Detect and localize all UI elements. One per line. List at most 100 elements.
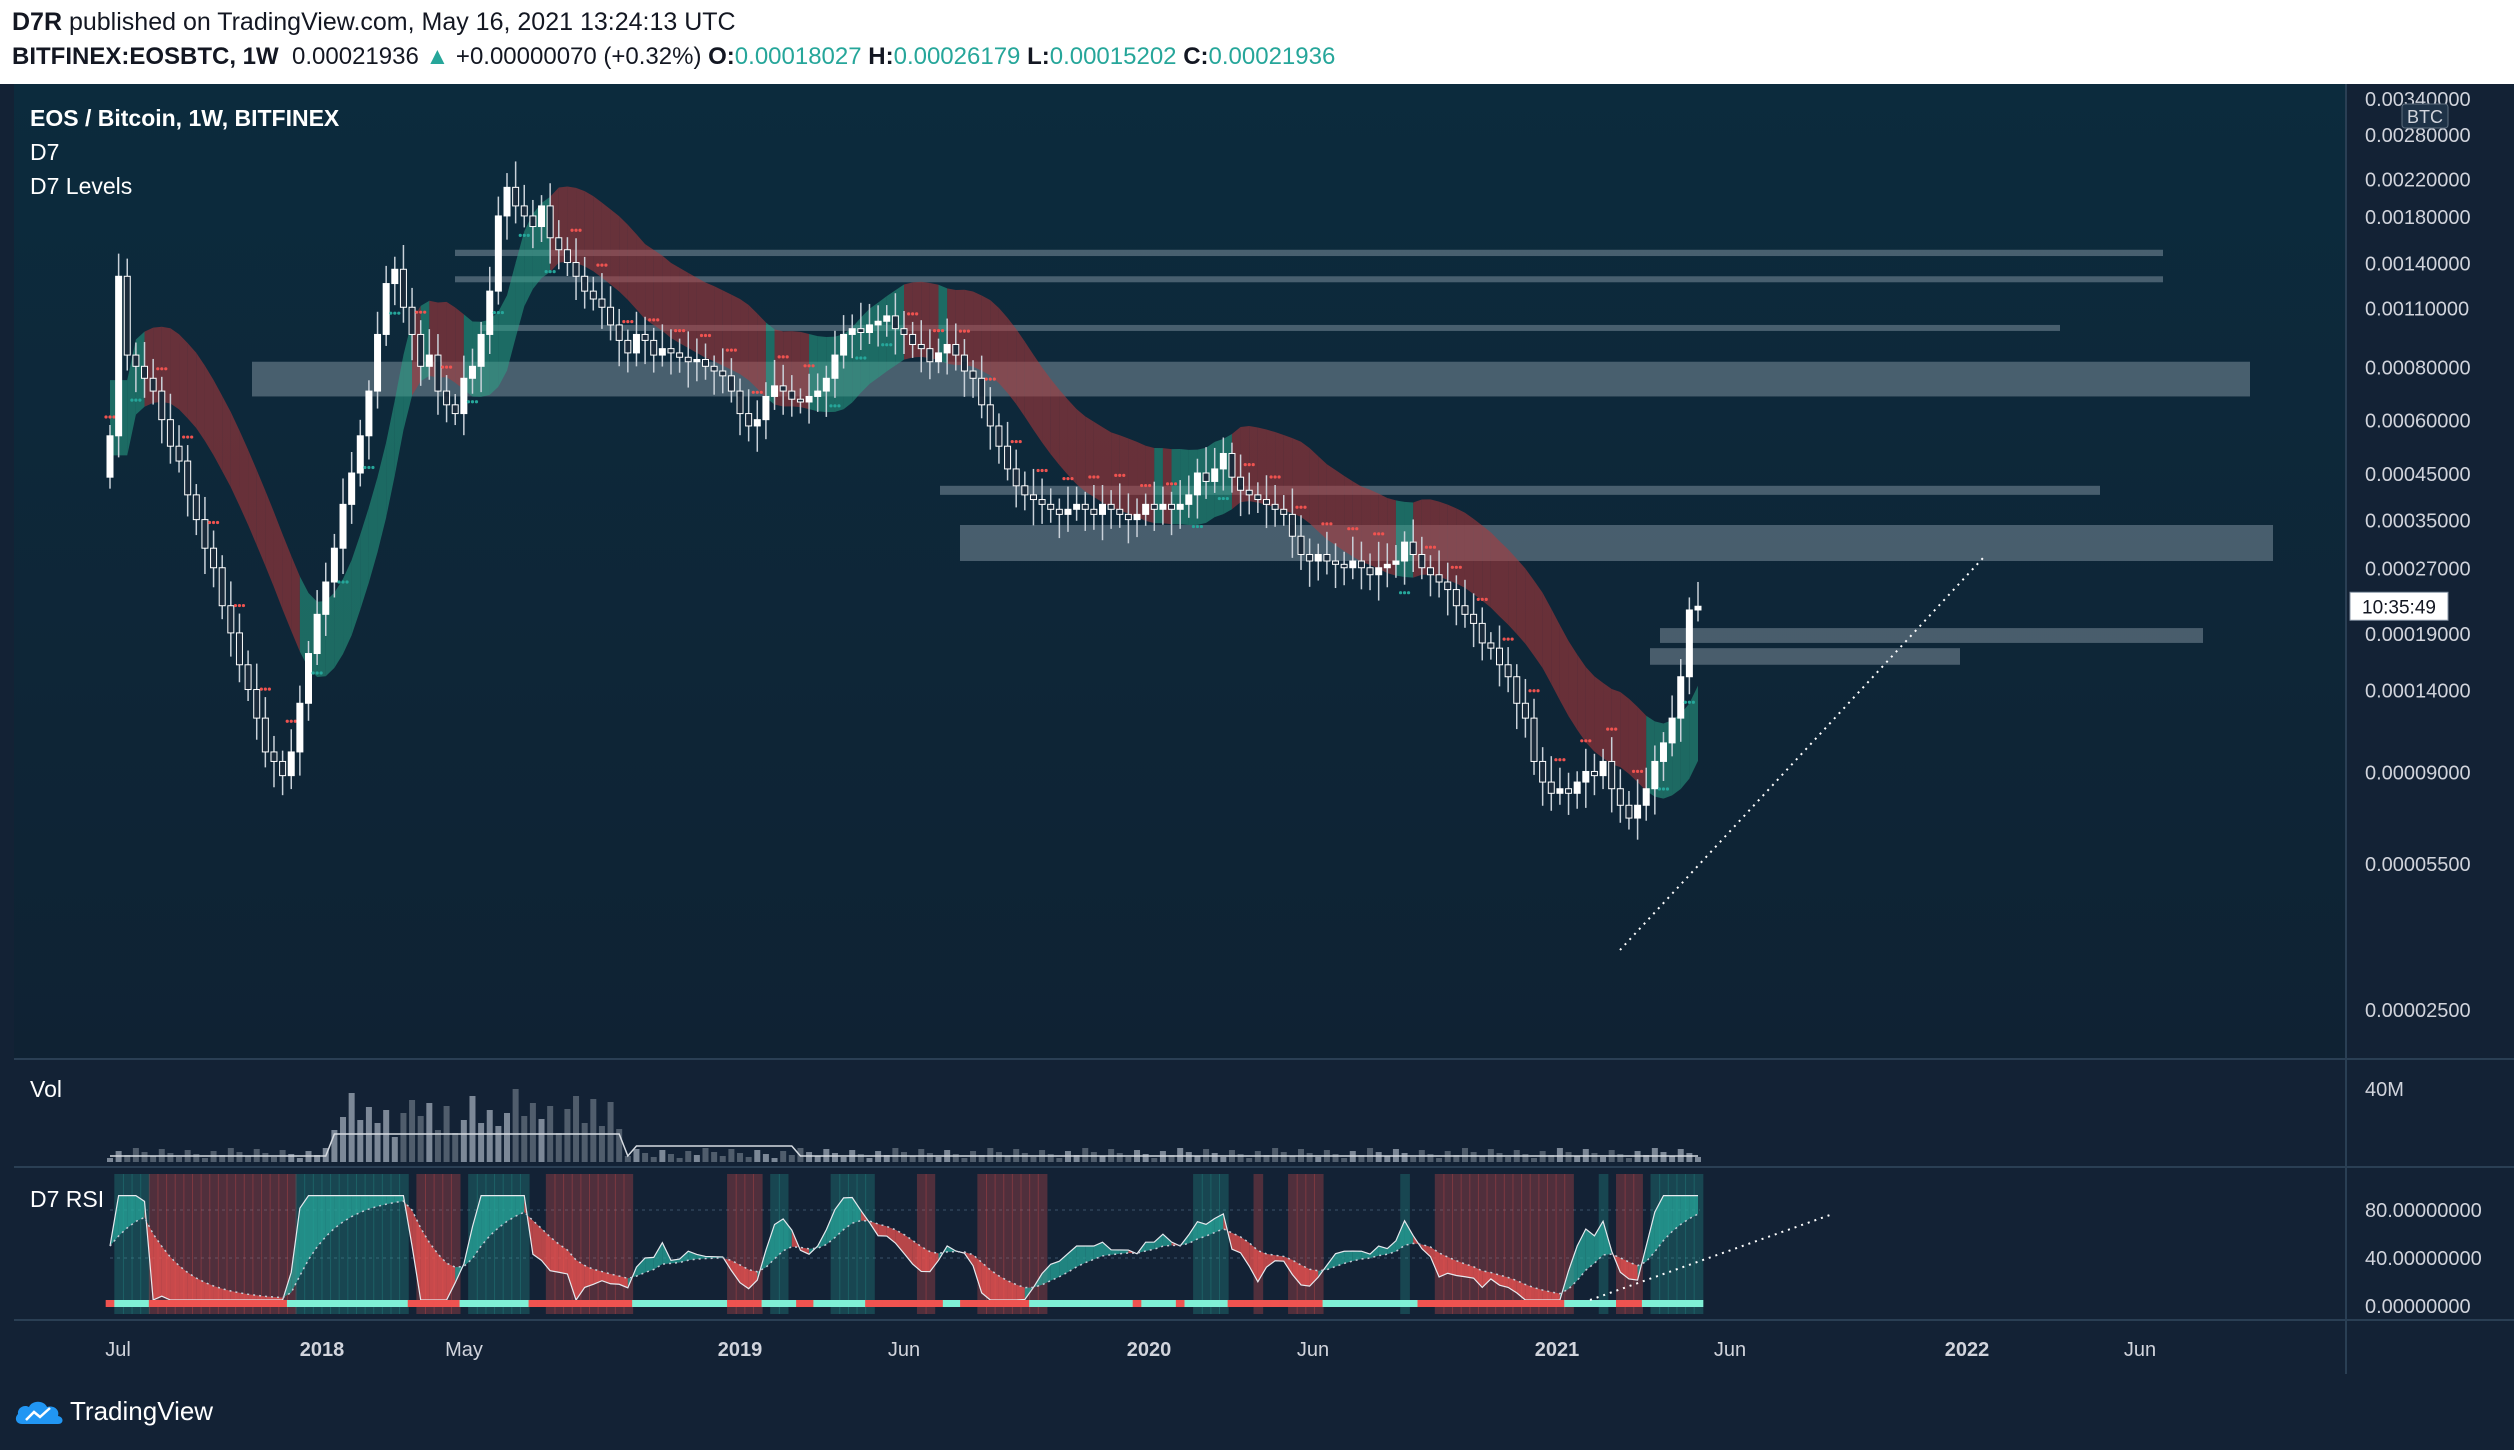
- candle[interactable]: [235, 613, 243, 683]
- candle[interactable]: [693, 338, 701, 382]
- candle[interactable]: [1625, 791, 1633, 830]
- candle[interactable]: [676, 338, 684, 373]
- chart-title[interactable]: EOS / Bitcoin, 1W, BITFINEX: [30, 105, 340, 131]
- candle[interactable]: [451, 394, 459, 426]
- candle[interactable]: [1616, 769, 1624, 823]
- level-band[interactable]: [1660, 628, 2203, 643]
- candle[interactable]: [1262, 475, 1270, 529]
- candle[interactable]: [1521, 678, 1529, 738]
- candle[interactable]: [1573, 771, 1581, 809]
- candle[interactable]: [1487, 632, 1495, 660]
- candle[interactable]: [702, 343, 709, 380]
- candle[interactable]: [184, 445, 192, 517]
- candle[interactable]: [1306, 538, 1314, 587]
- candle[interactable]: [650, 327, 658, 373]
- candle[interactable]: [1107, 490, 1115, 529]
- candle[interactable]: [434, 334, 442, 415]
- candle[interactable]: [1340, 551, 1348, 586]
- candle[interactable]: [1565, 772, 1573, 815]
- candle[interactable]: [1651, 745, 1659, 815]
- candle[interactable]: [607, 286, 615, 341]
- candle[interactable]: [1513, 664, 1521, 730]
- candle[interactable]: [313, 590, 321, 666]
- candle[interactable]: [563, 237, 571, 276]
- candle[interactable]: [1642, 767, 1650, 821]
- candle[interactable]: [1099, 485, 1106, 541]
- candle[interactable]: [460, 355, 468, 436]
- candle[interactable]: [1599, 748, 1607, 790]
- candle[interactable]: [865, 303, 873, 344]
- candle[interactable]: [538, 195, 546, 242]
- candle[interactable]: [727, 358, 735, 403]
- candle[interactable]: [1245, 472, 1253, 515]
- candle[interactable]: [279, 750, 287, 796]
- candle[interactable]: [1504, 647, 1512, 693]
- level-band[interactable]: [1650, 648, 1960, 665]
- candle[interactable]: [529, 199, 537, 249]
- candle[interactable]: [753, 400, 761, 452]
- tradingview-brand[interactable]: TradingView: [70, 1396, 214, 1426]
- candle[interactable]: [1409, 519, 1417, 572]
- candle[interactable]: [943, 318, 951, 375]
- candle[interactable]: [1012, 449, 1020, 508]
- candle[interactable]: [477, 321, 485, 393]
- candle[interactable]: [857, 302, 865, 350]
- level-band[interactable]: [960, 524, 2273, 561]
- candle[interactable]: [512, 161, 520, 224]
- candle[interactable]: [365, 380, 373, 460]
- candle[interactable]: [270, 735, 278, 788]
- candle[interactable]: [123, 258, 131, 371]
- candle[interactable]: [141, 342, 149, 398]
- candle[interactable]: [503, 173, 511, 240]
- candle[interactable]: [520, 184, 528, 228]
- candle[interactable]: [1452, 575, 1460, 626]
- candle[interactable]: [227, 581, 235, 657]
- candle[interactable]: [1349, 536, 1357, 580]
- candle[interactable]: [1426, 555, 1434, 597]
- candle[interactable]: [210, 530, 218, 588]
- candle[interactable]: [1288, 488, 1296, 558]
- candle[interactable]: [1193, 458, 1201, 519]
- candle[interactable]: [840, 315, 848, 369]
- candle[interactable]: [356, 419, 364, 487]
- candle[interactable]: [581, 256, 589, 309]
- candle[interactable]: [1590, 753, 1598, 796]
- candle[interactable]: [572, 238, 580, 300]
- candle[interactable]: [192, 484, 200, 536]
- candle[interactable]: [382, 265, 390, 346]
- candle[interactable]: [1634, 779, 1642, 840]
- candle[interactable]: [658, 324, 666, 367]
- candle[interactable]: [1064, 486, 1072, 532]
- trendline[interactable]: [1619, 557, 1984, 951]
- candle[interactable]: [1073, 486, 1081, 521]
- candle[interactable]: [175, 425, 183, 473]
- candle[interactable]: [969, 360, 977, 398]
- candle[interactable]: [1582, 748, 1590, 808]
- candle[interactable]: [1271, 485, 1279, 527]
- candle[interactable]: [1496, 625, 1503, 687]
- candle[interactable]: [296, 685, 304, 776]
- candle[interactable]: [952, 323, 960, 371]
- candle[interactable]: [1168, 491, 1176, 536]
- candle[interactable]: [1383, 543, 1391, 588]
- candle[interactable]: [253, 663, 261, 740]
- candle[interactable]: [1685, 597, 1693, 695]
- candle[interactable]: [684, 331, 692, 388]
- candle[interactable]: [486, 266, 494, 354]
- candle[interactable]: [1142, 493, 1150, 526]
- candle[interactable]: [348, 451, 356, 524]
- study-d7[interactable]: D7: [30, 139, 60, 165]
- candle[interactable]: [1047, 488, 1055, 523]
- candle[interactable]: [1608, 737, 1616, 813]
- candle[interactable]: [978, 355, 986, 419]
- candle[interactable]: [149, 358, 157, 405]
- candle[interactable]: [166, 393, 174, 464]
- candle[interactable]: [1659, 732, 1667, 781]
- candle[interactable]: [1668, 695, 1676, 757]
- level-band[interactable]: [252, 361, 2250, 397]
- candle[interactable]: [624, 329, 632, 373]
- level-band[interactable]: [455, 249, 2163, 257]
- candle[interactable]: [546, 183, 554, 264]
- candle[interactable]: [1444, 562, 1452, 616]
- candle[interactable]: [1116, 483, 1124, 528]
